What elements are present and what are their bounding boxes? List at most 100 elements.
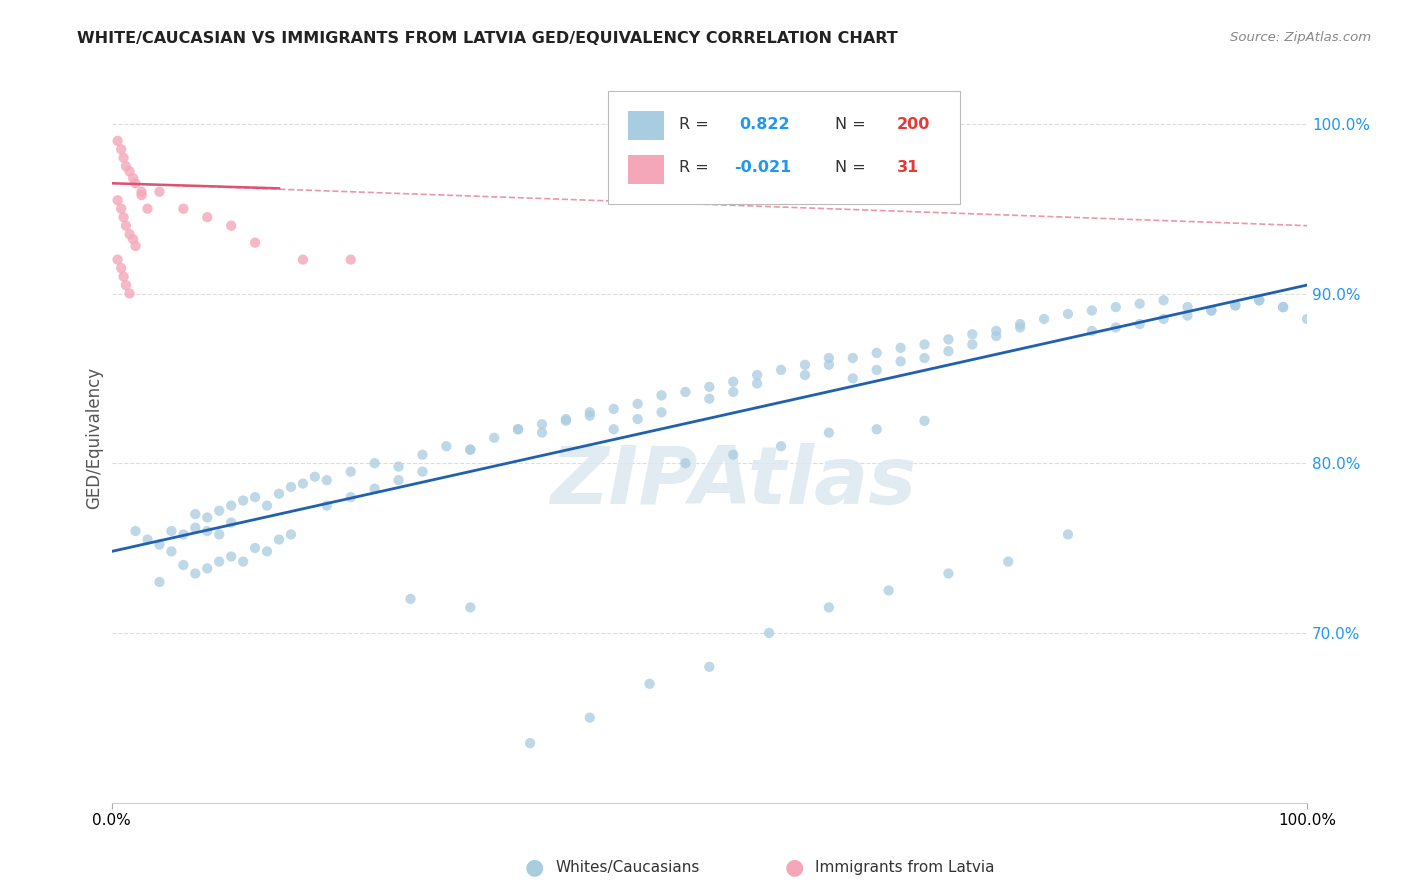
Point <box>280 527 302 541</box>
Point <box>770 363 793 377</box>
Point <box>124 239 146 253</box>
Point <box>1177 309 1199 323</box>
Point <box>758 625 780 640</box>
Point <box>291 476 314 491</box>
Point <box>124 524 146 538</box>
Point <box>1225 298 1247 312</box>
Point <box>1057 307 1080 321</box>
Point <box>148 185 170 199</box>
Point <box>938 332 960 346</box>
Point <box>866 346 889 360</box>
Point <box>136 533 159 547</box>
Point <box>699 660 721 674</box>
Point <box>172 558 194 572</box>
Point <box>1129 296 1152 310</box>
Point <box>172 527 194 541</box>
Point <box>914 414 936 428</box>
Point <box>1081 303 1104 318</box>
Point <box>160 544 183 558</box>
Text: N =: N = <box>835 117 870 131</box>
Point <box>232 555 254 569</box>
Text: 0.822: 0.822 <box>740 117 790 131</box>
Point <box>131 188 153 202</box>
Point <box>638 677 661 691</box>
Point <box>160 524 183 538</box>
Text: ●: ● <box>785 857 804 877</box>
Point <box>107 134 129 148</box>
Bar <box>628 154 664 184</box>
Point <box>626 412 648 426</box>
Point <box>651 405 673 419</box>
Point <box>195 524 218 538</box>
Point <box>866 363 889 377</box>
Point <box>256 499 278 513</box>
Y-axis label: GED/Equivalency: GED/Equivalency <box>86 367 103 508</box>
Point <box>1129 317 1152 331</box>
Point <box>110 202 132 216</box>
Point <box>122 232 145 246</box>
Point <box>890 341 912 355</box>
Point <box>1201 303 1223 318</box>
Point <box>651 388 673 402</box>
Point <box>118 164 141 178</box>
Point <box>699 392 721 406</box>
Point <box>962 337 984 351</box>
Point <box>363 456 385 470</box>
Text: 31: 31 <box>897 161 920 176</box>
Point <box>506 422 529 436</box>
Point <box>339 252 361 267</box>
Point <box>399 591 422 606</box>
Point <box>1201 303 1223 318</box>
Point <box>184 507 207 521</box>
Point <box>339 490 361 504</box>
Point <box>482 431 505 445</box>
Point <box>243 235 266 250</box>
Point <box>107 193 129 207</box>
Point <box>842 371 865 385</box>
Point <box>387 473 409 487</box>
Point <box>124 176 146 190</box>
Point <box>554 414 576 428</box>
Point <box>112 151 135 165</box>
Point <box>602 422 624 436</box>
Point <box>1081 324 1104 338</box>
Point <box>122 171 145 186</box>
Point <box>578 711 600 725</box>
Text: Whites/Caucasians: Whites/Caucasians <box>555 860 700 874</box>
Point <box>232 493 254 508</box>
Point <box>219 219 242 233</box>
Point <box>530 425 553 440</box>
Point <box>458 600 481 615</box>
Point <box>914 351 936 365</box>
Point <box>339 465 361 479</box>
Point <box>890 354 912 368</box>
Point <box>434 439 457 453</box>
Point <box>291 252 314 267</box>
Text: 200: 200 <box>897 117 931 131</box>
Point <box>1296 312 1319 326</box>
Point <box>110 142 132 156</box>
Point <box>1225 298 1247 312</box>
Point <box>818 600 841 615</box>
Point <box>280 480 302 494</box>
Point <box>519 736 541 750</box>
Point <box>208 504 231 518</box>
Point <box>1249 293 1271 308</box>
Point <box>578 405 600 419</box>
Point <box>770 439 793 453</box>
Point <box>997 555 1019 569</box>
Point <box>1010 320 1032 334</box>
Point <box>866 422 889 436</box>
Point <box>148 538 170 552</box>
Point <box>675 456 697 470</box>
Point <box>818 425 841 440</box>
Point <box>172 202 194 216</box>
Point <box>115 219 138 233</box>
Point <box>115 278 138 293</box>
Point <box>315 499 337 513</box>
Point <box>1010 317 1032 331</box>
Point <box>723 375 745 389</box>
Text: Immigrants from Latvia: Immigrants from Latvia <box>815 860 995 874</box>
Point <box>602 401 624 416</box>
Point <box>554 412 576 426</box>
